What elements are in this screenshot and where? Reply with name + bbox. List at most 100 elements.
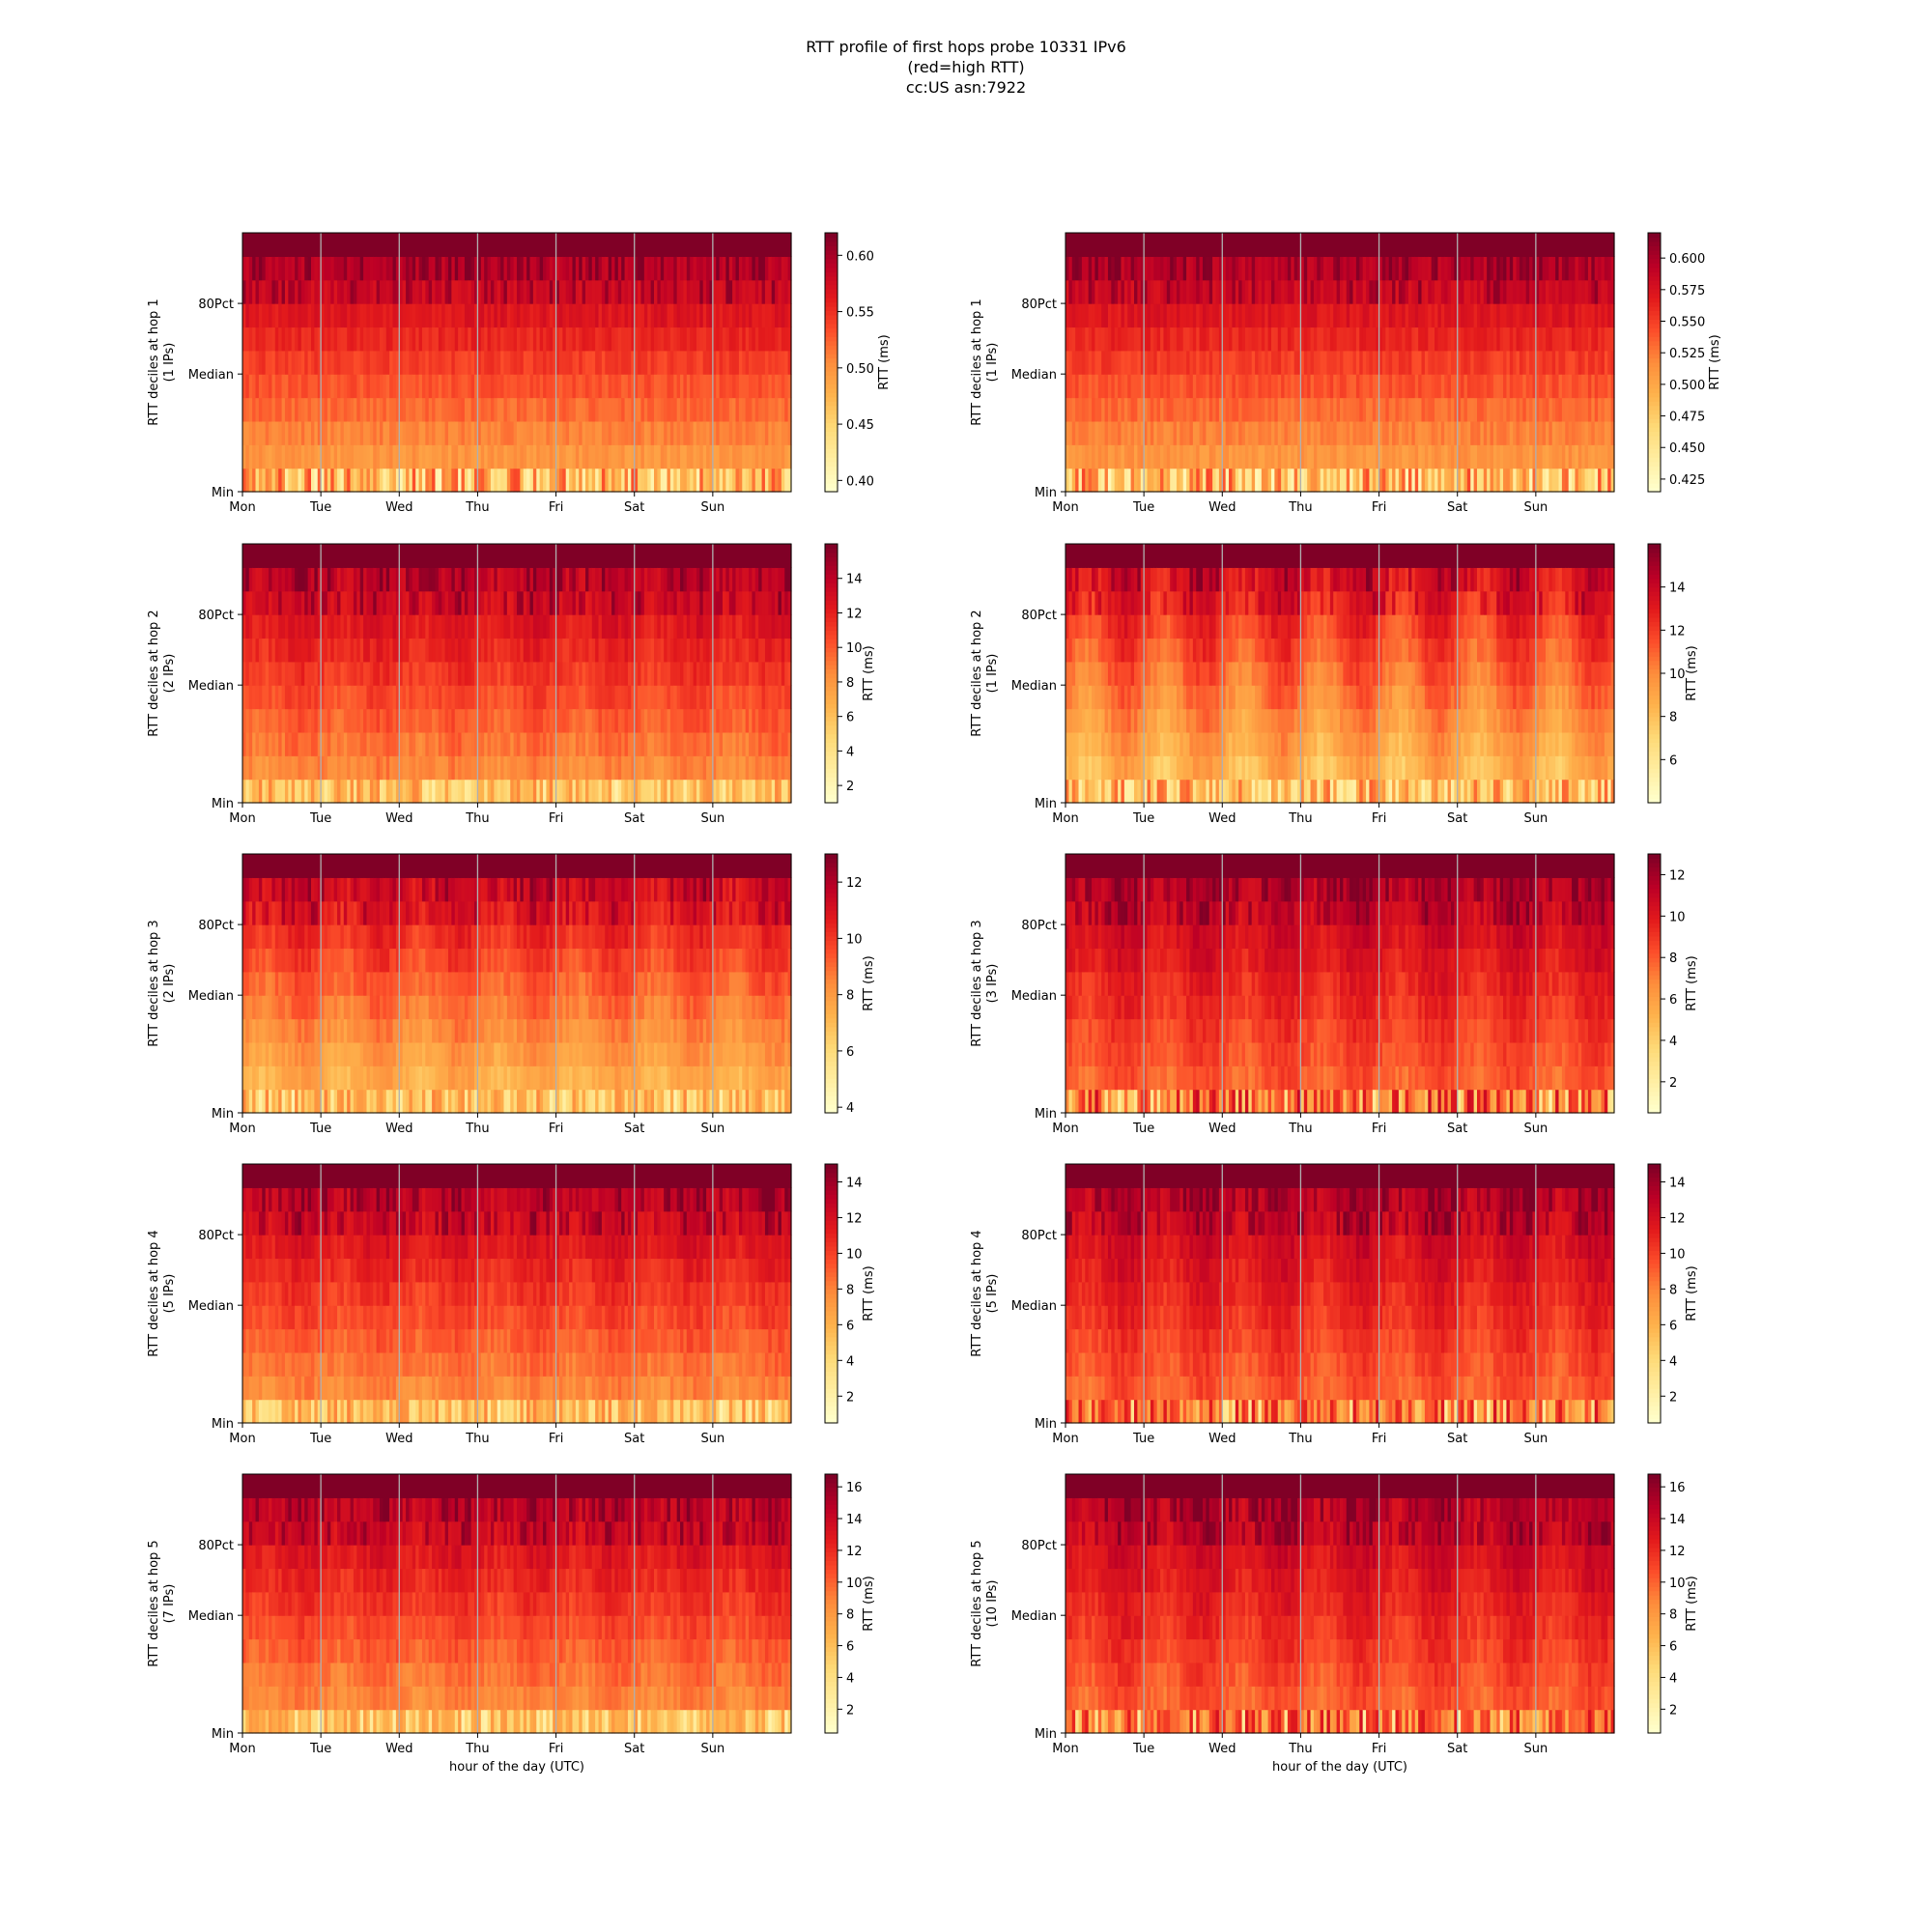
colorbar-tick-label: 16 (846, 1481, 863, 1495)
y-axis-label: RTT deciles at hop 5(10 IPs) (970, 1540, 1000, 1666)
y-axis-label: RTT deciles at hop 3(2 IPs) (147, 920, 177, 1046)
colorbar-label: RTT (ms) (1685, 645, 1699, 700)
y-tick-label: Median (1011, 989, 1057, 1004)
colorbar-tick-label: 4 (846, 1354, 854, 1369)
x-tick-label: Fri (1372, 1432, 1387, 1446)
x-tick-label: Thu (465, 811, 489, 826)
x-tick-label: Tue (1132, 1742, 1154, 1756)
y-tick-label: 80Pct (1021, 298, 1057, 312)
x-tick-label: Sun (1523, 1432, 1548, 1446)
colorbar-tick-label: 8 (1669, 1608, 1677, 1623)
colorbar-tick-label: 6 (846, 1319, 854, 1333)
x-tick-label: Tue (1132, 500, 1154, 515)
x-tick-label: Mon (1052, 500, 1078, 515)
colorbar-tick-label: 4 (846, 745, 854, 759)
colorbar-tick-label: 2 (1669, 1076, 1677, 1091)
colorbar-tick-label: 6 (1669, 1319, 1677, 1333)
colorbar-tick-label: 4 (1669, 1354, 1677, 1369)
colorbar-label: RTT (ms) (1708, 334, 1722, 389)
y-tick-label: Min (1035, 486, 1057, 500)
x-tick-label: Wed (1208, 1122, 1236, 1136)
colorbar-tick-label: 12 (846, 1545, 863, 1559)
colorbar-tick-label: 10 (1669, 1577, 1686, 1591)
heatmap-cells (1065, 544, 1615, 804)
x-tick-label: Sat (1447, 1122, 1467, 1136)
colorbar-tick-label: 2 (1669, 1390, 1677, 1405)
x-tick-label: Sun (1523, 1122, 1548, 1136)
colorbar-tick-label: 14 (846, 1176, 863, 1190)
x-tick-label: Tue (1132, 1432, 1154, 1446)
y-axis-label: RTT deciles at hop 2(2 IPs) (147, 610, 177, 736)
y-tick-label: Median (188, 679, 234, 694)
colorbar: 0.4250.4500.4750.5000.5250.5500.5750.600… (1648, 233, 1722, 493)
y-tick-label: Min (212, 1727, 234, 1742)
x-tick-label: Mon (229, 1432, 255, 1446)
y-tick-label: Min (212, 486, 234, 500)
x-tick-label: Wed (1208, 1742, 1236, 1756)
y-tick-label: Min (1035, 797, 1057, 811)
x-tick-label: Wed (1208, 1432, 1236, 1446)
x-tick-label: Sun (1523, 500, 1548, 515)
colorbar-tick-label: 0.550 (1669, 316, 1705, 330)
y-tick-label: Median (188, 989, 234, 1004)
colorbar-tick-label: 4 (846, 1101, 854, 1116)
x-tick-label: Tue (309, 1122, 331, 1136)
x-tick-label: Sun (1523, 811, 1548, 826)
y-tick-label: Median (188, 368, 234, 383)
x-tick-label: Tue (1132, 811, 1154, 826)
heatmap-cells (1065, 233, 1615, 493)
colorbar-label: RTT (ms) (862, 1265, 876, 1321)
colorbar-tick-label: 0.55 (846, 306, 874, 321)
y-axis-label: RTT deciles at hop 4(5 IPs) (147, 1230, 177, 1356)
heatmap-cells (1065, 1474, 1615, 1734)
x-tick-label: Wed (385, 1122, 412, 1136)
colorbar-tick-label: 10 (846, 641, 863, 656)
x-tick-label: Sun (700, 1432, 724, 1446)
x-tick-label: Sat (624, 811, 644, 826)
colorbar-tick-label: 10 (1669, 668, 1686, 682)
y-axis-label: RTT deciles at hop 4(5 IPs) (970, 1230, 1000, 1356)
colorbar-tick-label: 6 (1669, 1640, 1677, 1655)
colorbar-tick-label: 12 (1669, 1211, 1686, 1226)
x-tick-label: Fri (549, 500, 564, 515)
colorbar-tick-label: 10 (846, 1577, 863, 1591)
x-tick-label: Thu (1288, 1432, 1312, 1446)
x-tick-label: Sun (700, 1122, 724, 1136)
colorbar-tick-label: 12 (1669, 624, 1686, 639)
y-tick-label: Min (1035, 1107, 1057, 1122)
heatmap-cells (242, 544, 792, 804)
heatmap-cells (242, 233, 792, 493)
heatmap-cells (1065, 1164, 1615, 1424)
x-axis-label: hour of the day (UTC) (1272, 1760, 1407, 1775)
x-tick-label: Tue (309, 1742, 331, 1756)
colorbar-label: RTT (ms) (877, 334, 892, 389)
y-tick-label: 80Pct (198, 609, 234, 623)
x-tick-label: Fri (549, 1432, 564, 1446)
y-tick-label: Median (1011, 679, 1057, 694)
x-tick-label: Mon (1052, 811, 1078, 826)
x-tick-label: Thu (465, 1742, 489, 1756)
y-tick-label: Min (1035, 1417, 1057, 1432)
x-tick-label: Mon (1052, 1432, 1078, 1446)
x-tick-label: Sat (1447, 1742, 1467, 1756)
colorbar-tick-label: 12 (1669, 1545, 1686, 1559)
colorbar-tick-label: 10 (846, 932, 863, 947)
colorbar-tick-label: 8 (846, 1608, 854, 1623)
colorbar-tick-label: 12 (846, 1211, 863, 1226)
x-tick-label: Sat (624, 1122, 644, 1136)
colorbar-tick-label: 14 (846, 573, 863, 587)
colorbar-label: RTT (ms) (1685, 1576, 1699, 1631)
x-tick-label: Fri (1372, 1122, 1387, 1136)
heatmap-cells (242, 1474, 792, 1734)
y-axis-label: RTT deciles at hop 3(3 IPs) (970, 920, 1000, 1046)
colorbar-tick-label: 2 (846, 780, 854, 794)
